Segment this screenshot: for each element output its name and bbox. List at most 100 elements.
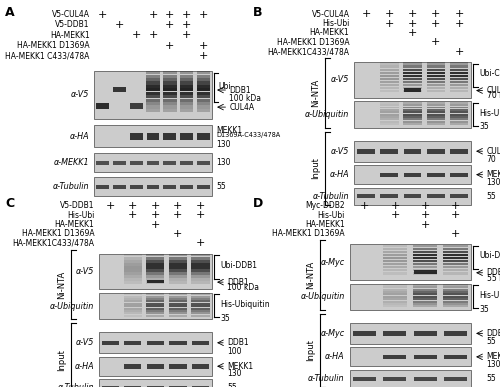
Text: α-Tubulin: α-Tubulin bbox=[53, 182, 90, 192]
Text: α-V5: α-V5 bbox=[331, 75, 349, 84]
Text: HA-MEKK1: HA-MEKK1 bbox=[50, 31, 90, 40]
Bar bbox=[197, 133, 210, 140]
Bar bbox=[146, 300, 164, 302]
Bar bbox=[426, 123, 445, 125]
Bar bbox=[124, 257, 142, 260]
Text: D1369A-C433/478A: D1369A-C433/478A bbox=[216, 132, 281, 138]
Bar bbox=[380, 109, 398, 111]
Bar bbox=[357, 149, 375, 154]
Text: Myc-DDB2: Myc-DDB2 bbox=[305, 201, 344, 210]
Text: α-Ubiquitin: α-Ubiquitin bbox=[50, 302, 94, 311]
Bar bbox=[196, 109, 210, 112]
Text: Input: Input bbox=[311, 157, 320, 179]
Bar bbox=[146, 95, 160, 98]
Bar bbox=[414, 377, 437, 381]
Bar bbox=[444, 272, 468, 274]
Bar bbox=[124, 260, 142, 262]
Bar bbox=[380, 121, 398, 123]
Text: +: + bbox=[148, 10, 158, 20]
Text: α-V5: α-V5 bbox=[76, 267, 94, 276]
Text: +: + bbox=[390, 210, 400, 220]
Bar bbox=[354, 141, 471, 161]
Bar bbox=[427, 194, 444, 199]
Text: 100 kDa: 100 kDa bbox=[230, 94, 262, 103]
Bar bbox=[170, 341, 186, 346]
Text: α-HA: α-HA bbox=[70, 132, 89, 141]
Bar bbox=[169, 293, 187, 295]
Text: Ubi-DDB2: Ubi-DDB2 bbox=[479, 251, 500, 260]
Bar bbox=[146, 92, 160, 95]
Bar bbox=[350, 370, 471, 387]
Bar bbox=[426, 102, 445, 104]
Bar bbox=[383, 248, 407, 250]
Bar bbox=[413, 298, 438, 300]
Bar bbox=[192, 278, 210, 281]
Bar bbox=[163, 105, 176, 109]
Bar bbox=[163, 95, 176, 98]
Bar bbox=[197, 161, 210, 165]
Text: CUL4A: CUL4A bbox=[230, 103, 254, 111]
Bar bbox=[450, 75, 468, 77]
Text: HA-MEKK1 D1369A: HA-MEKK1 D1369A bbox=[277, 38, 349, 47]
Bar bbox=[146, 78, 160, 81]
Bar bbox=[192, 364, 209, 369]
Bar bbox=[444, 355, 467, 359]
Text: α-Ubiquitin: α-Ubiquitin bbox=[300, 292, 344, 301]
Bar bbox=[146, 102, 160, 105]
Bar bbox=[163, 75, 176, 78]
Bar bbox=[130, 103, 142, 109]
Bar bbox=[163, 82, 176, 85]
Bar bbox=[444, 377, 467, 381]
Text: +: + bbox=[174, 210, 182, 220]
Bar bbox=[413, 254, 438, 256]
Bar bbox=[403, 75, 422, 77]
Bar bbox=[450, 114, 468, 116]
Bar bbox=[124, 275, 142, 278]
Bar bbox=[146, 315, 164, 317]
Bar bbox=[196, 78, 210, 81]
Bar bbox=[196, 99, 210, 102]
Bar bbox=[444, 257, 468, 259]
Bar bbox=[180, 82, 194, 85]
Bar bbox=[350, 323, 471, 344]
Bar bbox=[383, 293, 407, 295]
Bar bbox=[383, 301, 407, 303]
Text: +: + bbox=[408, 9, 417, 19]
Text: A: A bbox=[5, 6, 15, 19]
Bar bbox=[403, 84, 422, 86]
Bar bbox=[96, 185, 109, 189]
Text: HA-MEKK1C433/478A: HA-MEKK1C433/478A bbox=[12, 239, 94, 248]
Bar bbox=[180, 185, 193, 189]
Text: His-Ubiquitin: His-Ubiquitin bbox=[479, 291, 500, 300]
Bar bbox=[450, 81, 468, 83]
Text: MEKK1: MEKK1 bbox=[486, 352, 500, 361]
Text: α-Myc: α-Myc bbox=[320, 329, 344, 338]
Bar bbox=[146, 312, 164, 314]
Text: His-Ubiquitin: His-Ubiquitin bbox=[220, 300, 270, 309]
Bar bbox=[426, 75, 445, 77]
Bar bbox=[102, 341, 119, 346]
Bar bbox=[413, 293, 438, 295]
Bar bbox=[444, 266, 468, 269]
Text: +: + bbox=[451, 229, 460, 239]
Text: +: + bbox=[420, 201, 430, 211]
Bar bbox=[124, 296, 142, 298]
Text: DDB1: DDB1 bbox=[227, 338, 248, 347]
Bar bbox=[380, 84, 398, 86]
Text: +: + bbox=[454, 19, 464, 29]
Bar bbox=[169, 296, 187, 298]
Bar bbox=[124, 272, 142, 275]
Text: 55: 55 bbox=[216, 182, 226, 192]
Bar bbox=[380, 194, 398, 199]
Bar bbox=[146, 275, 164, 278]
Bar bbox=[192, 260, 210, 262]
Bar bbox=[169, 308, 187, 310]
Bar bbox=[403, 123, 422, 125]
Bar bbox=[180, 95, 194, 98]
Bar bbox=[124, 341, 142, 346]
Bar bbox=[404, 88, 421, 92]
Bar bbox=[192, 308, 210, 310]
Bar bbox=[403, 72, 422, 74]
Bar bbox=[403, 106, 422, 108]
Text: CUL4A: CUL4A bbox=[486, 147, 500, 156]
